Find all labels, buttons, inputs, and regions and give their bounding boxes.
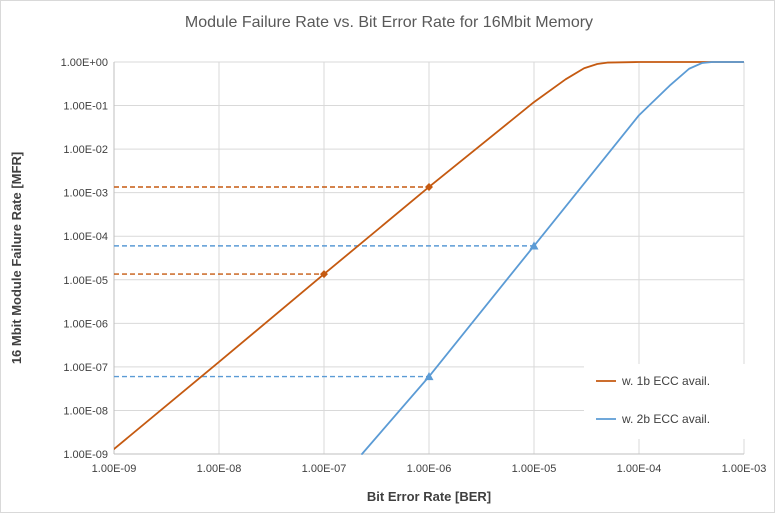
tick-label-layer: 1.00E-09 1.00E-08 1.00E-07 1.00E-06 1.00E-05… <box>61 57 767 475</box>
series-line-2b-ecc <box>361 61 744 455</box>
legend-box <box>584 364 749 439</box>
x-tick-label: 1.00E-05 <box>512 463 557 475</box>
legend-label-2b-ecc: w. 2b ECC avail. <box>621 412 710 426</box>
x-tick-label: 1.00E-07 <box>302 463 347 475</box>
x-tick-label: 1.00E-09 <box>92 463 137 475</box>
y-axis-title: 16 Mbit Module Failure Rate [MFR] <box>9 152 24 364</box>
series-line-1b-ecc <box>114 61 744 450</box>
grid-layer <box>113 61 745 455</box>
chart-title: Module Failure Rate vs. Bit Error Rate f… <box>185 14 593 31</box>
y-tick-label: 1.00E-04 <box>63 231 108 243</box>
triangle-marker <box>424 372 434 381</box>
x-tick-label: 1.00E-04 <box>617 463 662 475</box>
y-tick-label: 1.00E-02 <box>63 144 108 156</box>
y-tick-label: 1.00E+00 <box>61 57 108 69</box>
axis-layer <box>113 62 744 455</box>
diamond-marker <box>425 182 433 191</box>
legend-label-1b-ecc: w. 1b ECC avail. <box>621 374 710 388</box>
x-tick-label: 1.00E-08 <box>197 463 242 475</box>
marker-layer <box>320 182 539 381</box>
triangle-marker <box>529 241 539 250</box>
x-tick-label: 1.00E-06 <box>407 463 452 475</box>
y-tick-label: 1.00E-09 <box>63 449 108 461</box>
y-tick-label: 1.00E-03 <box>63 188 108 200</box>
reference-lines-layer <box>114 186 534 378</box>
x-tick-label: 1.00E-03 <box>722 463 767 475</box>
y-tick-label: 1.00E-08 <box>63 405 108 417</box>
y-tick-label: 1.00E-05 <box>63 275 108 287</box>
x-axis-title: Bit Error Rate [BER] <box>367 489 491 504</box>
y-tick-label: 1.00E-07 <box>63 362 108 374</box>
y-tick-label: 1.00E-06 <box>63 318 108 330</box>
legend: w. 1b ECC avail. w. 2b ECC avail. <box>584 364 749 439</box>
series-layer <box>114 61 744 455</box>
y-tick-label: 1.00E-01 <box>63 101 108 113</box>
diamond-marker <box>320 270 328 279</box>
